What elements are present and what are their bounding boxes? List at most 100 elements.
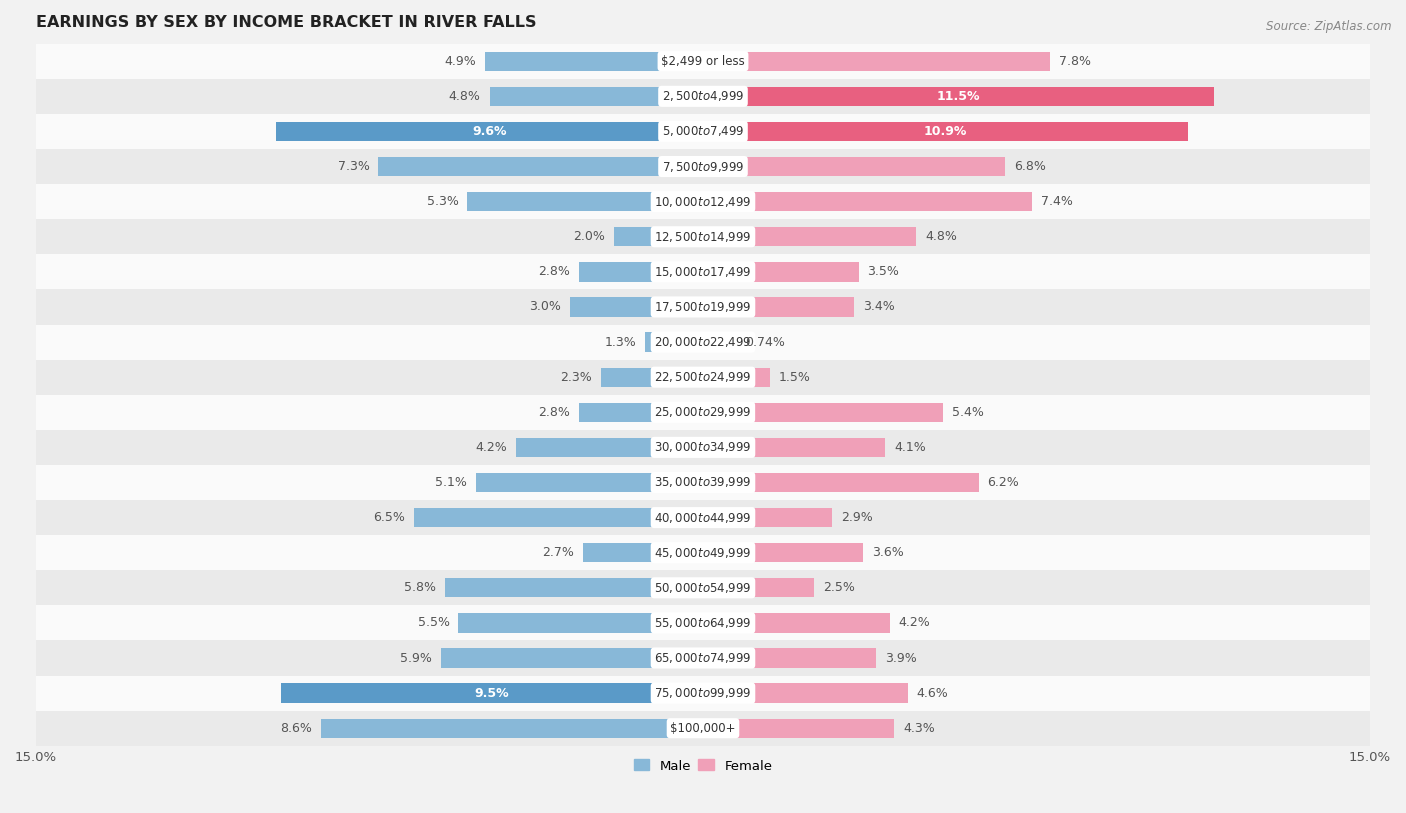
Bar (703, 333, 735, 352)
Text: 4.8%: 4.8% (925, 230, 957, 243)
Text: Source: ZipAtlas.com: Source: ZipAtlas.com (1267, 20, 1392, 33)
Bar (703, 87, 1215, 106)
Text: $20,000 to $22,499: $20,000 to $22,499 (654, 335, 752, 349)
Text: 2.5%: 2.5% (823, 581, 855, 594)
Bar (37, 220, 1369, 254)
Bar (37, 359, 1369, 395)
Text: 0.74%: 0.74% (745, 336, 785, 349)
Text: $55,000 to $64,999: $55,000 to $64,999 (654, 616, 752, 630)
Text: 6.5%: 6.5% (373, 511, 405, 524)
Text: 4.6%: 4.6% (917, 687, 948, 700)
Bar (37, 254, 1369, 289)
Bar (37, 430, 1369, 465)
Text: 6.8%: 6.8% (1014, 160, 1046, 173)
Bar (703, 402, 943, 422)
Bar (321, 719, 703, 738)
Bar (477, 473, 703, 492)
Text: $40,000 to $44,999: $40,000 to $44,999 (654, 511, 752, 524)
Text: $10,000 to $12,499: $10,000 to $12,499 (654, 194, 752, 209)
Text: $2,499 or less: $2,499 or less (661, 54, 745, 67)
Bar (37, 149, 1369, 184)
Text: 2.7%: 2.7% (543, 546, 574, 559)
Bar (703, 684, 907, 702)
Text: 5.4%: 5.4% (952, 406, 984, 419)
Bar (703, 157, 1005, 176)
Bar (37, 641, 1369, 676)
Text: 2.3%: 2.3% (560, 371, 592, 384)
Bar (37, 289, 1369, 324)
Bar (37, 114, 1369, 149)
Bar (37, 535, 1369, 570)
Bar (440, 648, 703, 667)
Text: $35,000 to $39,999: $35,000 to $39,999 (654, 476, 752, 489)
Text: 7.4%: 7.4% (1040, 195, 1073, 208)
Bar (37, 324, 1369, 359)
Text: 5.9%: 5.9% (399, 651, 432, 664)
Text: $65,000 to $74,999: $65,000 to $74,999 (654, 651, 752, 665)
Text: $2,500 to $4,999: $2,500 to $4,999 (662, 89, 744, 103)
Bar (703, 367, 769, 387)
Bar (645, 333, 703, 352)
Bar (516, 437, 703, 457)
Text: 10.9%: 10.9% (924, 125, 967, 138)
Bar (703, 543, 863, 563)
Bar (281, 684, 703, 702)
Legend: Male, Female: Male, Female (628, 754, 778, 778)
Text: 1.3%: 1.3% (605, 336, 637, 349)
Text: $15,000 to $17,499: $15,000 to $17,499 (654, 265, 752, 279)
Bar (37, 465, 1369, 500)
Text: $25,000 to $29,999: $25,000 to $29,999 (654, 405, 752, 420)
Bar (446, 578, 703, 598)
Bar (276, 122, 703, 141)
Bar (703, 437, 886, 457)
Text: 4.1%: 4.1% (894, 441, 927, 454)
Bar (37, 79, 1369, 114)
Text: $17,500 to $19,999: $17,500 to $19,999 (654, 300, 752, 314)
Text: 11.5%: 11.5% (936, 89, 980, 102)
Text: 2.9%: 2.9% (841, 511, 873, 524)
Bar (37, 570, 1369, 606)
Text: 9.6%: 9.6% (472, 125, 506, 138)
Bar (569, 298, 703, 316)
Text: EARNINGS BY SEX BY INCOME BRACKET IN RIVER FALLS: EARNINGS BY SEX BY INCOME BRACKET IN RIV… (37, 15, 537, 30)
Bar (703, 473, 979, 492)
Text: 5.1%: 5.1% (436, 476, 467, 489)
Bar (703, 192, 1032, 211)
Text: 7.3%: 7.3% (337, 160, 370, 173)
Bar (37, 711, 1369, 746)
Text: $30,000 to $34,999: $30,000 to $34,999 (654, 441, 752, 454)
Text: $75,000 to $99,999: $75,000 to $99,999 (654, 686, 752, 700)
Bar (703, 719, 894, 738)
Bar (378, 157, 703, 176)
Bar (458, 613, 703, 633)
Text: 4.2%: 4.2% (475, 441, 508, 454)
Text: 3.5%: 3.5% (868, 265, 900, 278)
Text: 2.0%: 2.0% (574, 230, 605, 243)
Bar (703, 578, 814, 598)
Bar (703, 508, 832, 528)
Bar (489, 87, 703, 106)
Text: $50,000 to $54,999: $50,000 to $54,999 (654, 580, 752, 595)
Text: 3.4%: 3.4% (863, 301, 894, 314)
Text: 4.3%: 4.3% (903, 722, 935, 735)
Bar (583, 543, 703, 563)
Bar (37, 676, 1369, 711)
Bar (614, 227, 703, 246)
Text: 2.8%: 2.8% (537, 406, 569, 419)
Bar (37, 184, 1369, 220)
Text: $5,000 to $7,499: $5,000 to $7,499 (662, 124, 744, 138)
Bar (703, 298, 855, 316)
Text: $7,500 to $9,999: $7,500 to $9,999 (662, 159, 744, 173)
Text: 8.6%: 8.6% (280, 722, 312, 735)
Text: 3.9%: 3.9% (886, 651, 917, 664)
Bar (37, 44, 1369, 79)
Text: $12,500 to $14,999: $12,500 to $14,999 (654, 230, 752, 244)
Text: 7.8%: 7.8% (1059, 54, 1091, 67)
Text: 5.8%: 5.8% (405, 581, 436, 594)
Bar (37, 500, 1369, 535)
Bar (703, 122, 1188, 141)
Text: 6.2%: 6.2% (987, 476, 1019, 489)
Bar (37, 606, 1369, 641)
Bar (600, 367, 703, 387)
Text: $100,000+: $100,000+ (671, 722, 735, 735)
